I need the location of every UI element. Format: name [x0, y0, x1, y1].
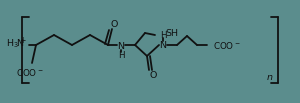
Text: N: N — [160, 40, 167, 50]
Text: SH: SH — [165, 29, 178, 37]
Text: n: n — [267, 73, 273, 81]
Text: $\mathsf{COO^-}$: $\mathsf{COO^-}$ — [16, 67, 44, 78]
Text: O: O — [149, 70, 157, 80]
Text: O: O — [110, 19, 118, 29]
Text: H: H — [118, 50, 124, 60]
Text: $\mathsf{COO^-}$: $\mathsf{COO^-}$ — [213, 39, 241, 50]
Text: H: H — [160, 30, 166, 39]
Text: $\mathsf{H_3\!N}$: $\mathsf{H_3\!N}$ — [6, 38, 24, 50]
Text: N: N — [118, 42, 124, 50]
Text: +: + — [19, 36, 26, 44]
